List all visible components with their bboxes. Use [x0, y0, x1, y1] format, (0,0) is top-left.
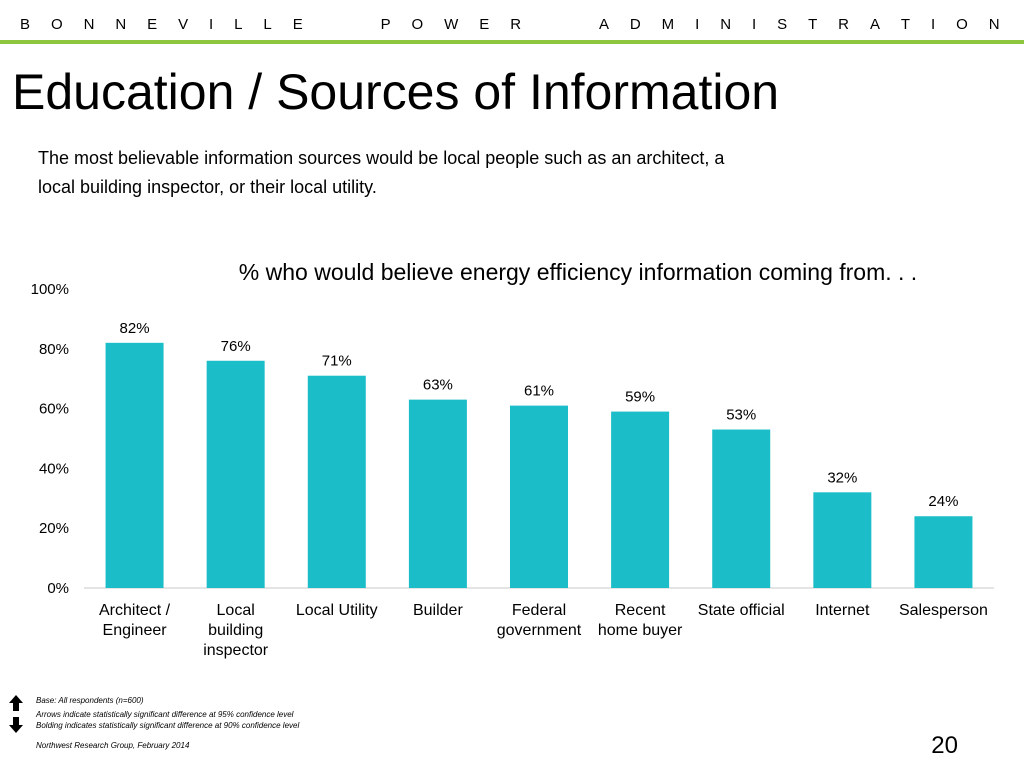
brand-letter: D [629, 15, 641, 33]
x-tick-label: State official [698, 602, 785, 619]
brand-letter: T [900, 15, 911, 33]
brand-letter: I [931, 15, 936, 33]
bar [206, 360, 265, 588]
bar-value-label: 59% [625, 389, 655, 406]
bar-value-label: 82% [120, 320, 150, 337]
bar [712, 429, 771, 588]
arrow-down-icon [9, 717, 23, 733]
page-number: 20 [931, 732, 958, 759]
bar [510, 405, 568, 588]
brand-letter: O [956, 15, 968, 33]
bar-value-label: 63% [423, 377, 453, 394]
intro-line-1: The most believable information sources … [38, 148, 725, 168]
x-tick-label: Engineer [103, 622, 168, 639]
brand-letter: O [50, 15, 63, 33]
footnote-source: Northwest Research Group, February 2014 [36, 741, 190, 750]
brand-letter: W [444, 15, 459, 33]
brand-letter: B [20, 15, 31, 33]
brand-letter: I [695, 15, 700, 33]
brand-letter: M [661, 15, 675, 33]
bar [813, 492, 872, 588]
brand-letter: E [479, 15, 490, 33]
brand-letter: O [411, 15, 424, 33]
x-tick-label: building [208, 622, 263, 639]
x-tick-label: Recent [615, 602, 666, 619]
slide-title: Education / Sources of Information [12, 64, 780, 120]
footnotes: Base: All respondents (n=600) Arrows ind… [36, 695, 299, 751]
y-tick-label: 0% [47, 580, 69, 597]
x-tick-label: Salesperson [899, 602, 988, 619]
bar [307, 375, 366, 588]
x-tick-label: Builder [413, 602, 463, 619]
brand-letter: L [263, 15, 272, 33]
bar [611, 411, 670, 588]
brand-letter: N [720, 15, 732, 33]
y-tick-label: 100% [31, 281, 69, 298]
brand-letter: I [752, 15, 757, 33]
bar-value-label: 71% [322, 353, 352, 370]
y-tick-label: 20% [39, 520, 69, 537]
x-tick-label: government [497, 622, 582, 639]
bar-chart: % who would believe energy efficiency in… [31, 259, 994, 659]
footnote-bolding: Bolding indicates statistically signific… [36, 721, 300, 730]
footnote-base: Base: All respondents (n=600) [36, 696, 144, 705]
brand-letter: T [808, 15, 818, 33]
x-tick-label: Internet [815, 602, 870, 619]
arrow-up-icon [9, 695, 23, 711]
brand-letter: A [869, 15, 880, 33]
brand-letter: I [209, 15, 214, 33]
brand-letter: E [292, 15, 303, 33]
brand-letter: V [178, 15, 189, 33]
bar [105, 342, 164, 588]
chart-title: % who would believe energy efficiency in… [239, 259, 917, 285]
x-tick-label: inspector [203, 642, 269, 659]
brand-letter: A [598, 15, 609, 33]
x-tick-label: Local [217, 602, 255, 619]
brand-letter: N [83, 15, 95, 33]
x-tick-label: Federal [512, 602, 566, 619]
brand-letter: L [234, 15, 243, 33]
brand-letter: R [510, 15, 522, 33]
bar-value-label: 61% [524, 383, 554, 400]
bar [408, 399, 467, 588]
footnote-arrows: Arrows indicate statistically significan… [36, 710, 294, 719]
x-tick-label: home buyer [598, 622, 683, 639]
x-tick-label: Local Utility [296, 602, 378, 619]
brand-letter: E [147, 15, 158, 33]
brand-letter: N [115, 15, 127, 33]
header-rule [0, 40, 1024, 44]
bar-value-label: 76% [221, 338, 251, 355]
x-tick-label: Architect / [99, 602, 171, 619]
bar-value-label: 24% [928, 493, 958, 510]
y-tick-label: 40% [39, 460, 69, 477]
brand-letter: R [838, 15, 850, 33]
intro-text: The most believable information sources … [38, 144, 938, 202]
bar-value-label: 53% [726, 407, 756, 424]
bar [914, 516, 973, 588]
bar-value-label: 32% [827, 469, 857, 486]
brand-letter: P [380, 15, 391, 33]
brand-letter: S [777, 15, 788, 33]
brand-letter: N [988, 15, 1000, 33]
y-tick-label: 60% [39, 401, 69, 418]
intro-line-2: local building inspector, or their local… [38, 177, 377, 197]
y-tick-label: 80% [39, 341, 69, 358]
